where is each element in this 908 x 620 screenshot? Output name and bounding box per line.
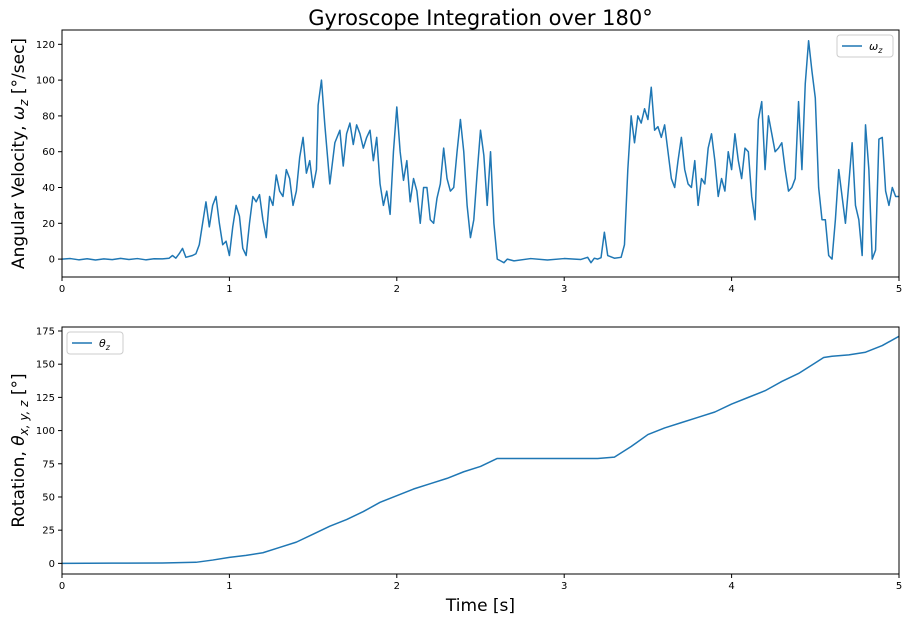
x-tick-label: 3 [561,581,567,592]
y-tick-label: 120 [36,40,55,51]
y-tick-label: 150 [36,360,55,371]
y-tick-label: 80 [42,111,55,122]
x-tick-label: 2 [394,284,400,295]
x-tick-label: 5 [896,581,902,592]
x-tick-label: 5 [896,284,902,295]
legend-box [66,331,124,355]
x-tick-label: 1 [226,581,232,592]
legend: θz [66,331,124,355]
y-axis-label: Rotation, θx, y, z [°] [9,373,31,527]
plot-frame [61,29,900,278]
plot-frame [61,326,900,575]
series-line-ω-z [62,39,899,264]
x-tick-label: 1 [226,284,232,295]
y-tick-label: 75 [42,459,55,470]
y-tick-label: 175 [36,326,55,337]
x-tick-label: 2 [394,581,400,592]
y-tick-label: 60 [42,147,55,158]
y-tick-label: 25 [42,526,55,537]
y-tick-label: 125 [36,393,55,404]
y-tick-label: 100 [36,76,55,87]
legend-box [836,34,894,58]
x-tick-label: 4 [728,581,734,592]
y-tick-label: 0 [49,559,55,570]
y-tick-label: 20 [42,219,55,230]
y-tick-label: 50 [42,492,55,503]
x-tick-label: 3 [561,284,567,295]
legend-label: ωz [869,40,883,55]
x-tick-label: 4 [728,284,734,295]
x-tick-label: 0 [59,581,65,592]
y-tick-label: 100 [36,426,55,437]
legend-label: θz [99,337,111,352]
y-tick-label: 40 [42,183,55,194]
series-line-θ-z [62,335,899,565]
y-tick-label: 0 [49,255,55,266]
y-axis-label: Angular Velocity, ωz [°/sec] [9,38,31,269]
x-axis-label: Time [s] [445,596,515,616]
x-tick-label: 0 [59,284,65,295]
chart-title: Gyroscope Integration over 180° [308,6,652,30]
legend: ωz [836,34,894,58]
angular-velocity-chart: 0 1 2 3 4 5 0 20 40 60 80 100 120 Gyroscope Integrati… [9,6,902,295]
